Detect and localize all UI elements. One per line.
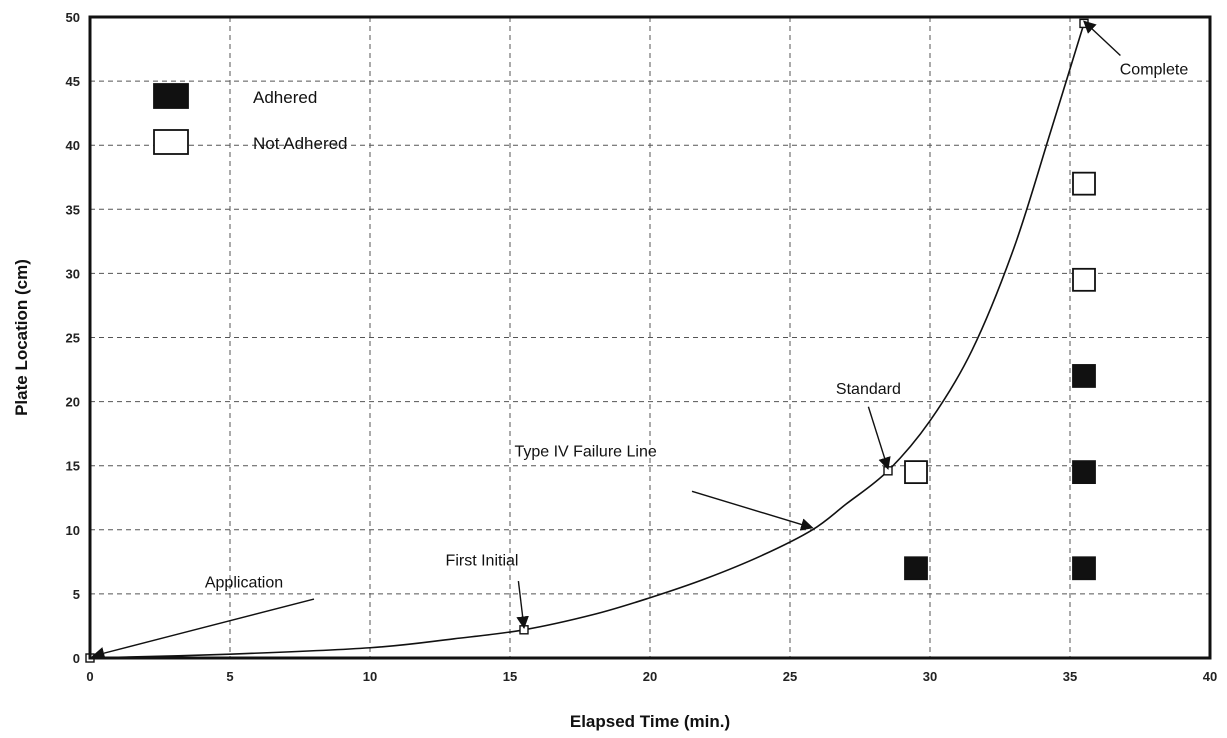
- y-tick-label: 35: [66, 202, 80, 217]
- annotation-label: Complete: [1120, 62, 1189, 79]
- data-points-layer: [904, 171, 1096, 581]
- adhered-point: [1072, 556, 1096, 581]
- adhered-point: [1072, 364, 1096, 388]
- y-tick-label: 5: [73, 587, 80, 602]
- legend-label: Not Adhered: [253, 134, 348, 153]
- y-tick-label: 45: [66, 74, 80, 89]
- y-tick-label: 0: [73, 651, 80, 666]
- legend-label: Adhered: [253, 88, 317, 107]
- legend-not-adhered-swatch: [153, 129, 189, 155]
- x-tick-label: 35: [1063, 669, 1077, 684]
- x-tick-label: 10: [363, 669, 377, 684]
- x-tick-label: 40: [1203, 669, 1217, 684]
- not-adhered-point: [1072, 267, 1096, 292]
- failure-line-layer: [85, 18, 1089, 663]
- adhered-point: [1072, 460, 1096, 485]
- y-tick-label: 50: [66, 10, 80, 25]
- y-tick-label: 25: [66, 331, 80, 346]
- x-tick-label: 30: [923, 669, 937, 684]
- annotation-arrow: [91, 598, 315, 660]
- grid-lines: [90, 17, 1210, 658]
- x-axis-title: Elapsed Time (min.): [570, 712, 730, 731]
- type-iv-failure-line: [89, 23, 1085, 659]
- annotation-arrow: [867, 406, 891, 471]
- y-tick-label: 30: [66, 266, 80, 281]
- x-tick-label: 5: [226, 669, 233, 684]
- not-adhered-point: [1072, 171, 1096, 196]
- annotation-label: Application: [205, 574, 283, 591]
- annotations-layer: Application First Initial Type IV Failure …: [91, 20, 1189, 660]
- adhered-point: [904, 556, 928, 581]
- x-tick-label: 0: [86, 669, 93, 684]
- x-tick-label: 15: [503, 669, 517, 684]
- legend-adhered-swatch: [153, 83, 189, 109]
- annotation-arrow: [1083, 20, 1121, 56]
- not-adhered-point: [904, 460, 928, 485]
- annotation-arrow: [691, 490, 814, 531]
- annotation-label: First Initial: [446, 553, 519, 570]
- annotation-label: Type IV Failure Line: [514, 444, 656, 461]
- y-tick-label: 15: [66, 459, 80, 474]
- x-tick-label: 20: [643, 669, 657, 684]
- y-axis-title: Plate Location (cm): [12, 259, 31, 416]
- annotation-label: Standard: [836, 381, 901, 398]
- tick-labels: 0 5 10 15 20 25 30 35 40 0 5 10 15 20 25 30 35 40 45 50: [66, 10, 1218, 684]
- annotation-arrow: [516, 580, 529, 630]
- y-tick-label: 20: [66, 395, 80, 410]
- plot-frame: [88, 15, 1212, 660]
- x-tick-label: 25: [783, 669, 797, 684]
- y-tick-label: 40: [66, 138, 80, 153]
- y-tick-label: 10: [66, 523, 80, 538]
- legend: Adhered Not Adhered: [153, 83, 348, 155]
